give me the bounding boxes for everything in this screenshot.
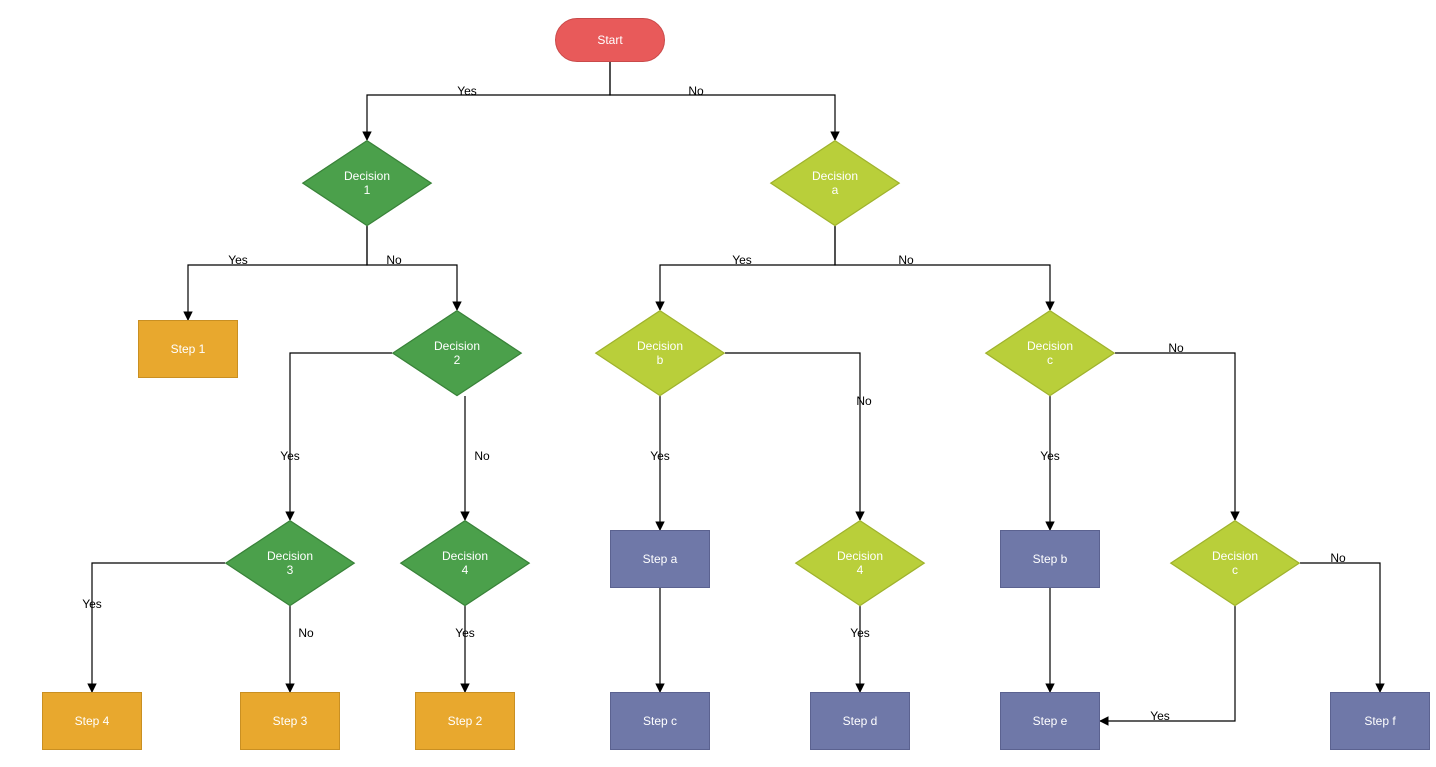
node-d4g: Decision 4 (400, 520, 530, 606)
node-d1: Decision 1 (302, 140, 432, 226)
edge-da-db (660, 226, 835, 310)
edge-label: No (856, 394, 871, 408)
node-db: Decision b (595, 310, 725, 396)
edge-start-da (610, 62, 835, 140)
edge-label: No (474, 449, 489, 463)
node-s1: Step 1 (138, 320, 238, 378)
flowchart-canvas: Start Decision 1 Decision a Step 1 Decision … (0, 0, 1436, 767)
node-label: Step d (839, 714, 882, 728)
edge-label: Yes (82, 597, 102, 611)
edge-label: No (1330, 551, 1345, 565)
node-start: Start (555, 18, 665, 62)
node-label: Step 4 (71, 714, 114, 728)
edge-label: Yes (650, 449, 670, 463)
node-s2: Step 2 (415, 692, 515, 750)
node-label: Step c (639, 714, 681, 728)
edge-label: Yes (1150, 709, 1170, 723)
edge-label: No (1168, 341, 1183, 355)
node-sa: Step a (610, 530, 710, 588)
node-label: Decision b (633, 339, 687, 368)
node-sc: Step c (610, 692, 710, 750)
node-label: Step 2 (444, 714, 487, 728)
edge-label: No (298, 626, 313, 640)
node-sf: Step f (1330, 692, 1430, 750)
edge-label: Yes (457, 84, 477, 98)
node-d4l: Decision 4 (795, 520, 925, 606)
edge-da-dc (835, 226, 1050, 310)
edge-label: Yes (455, 626, 475, 640)
edge-label: No (898, 253, 913, 267)
edge-start-d1 (367, 62, 610, 140)
node-d2: Decision 2 (392, 310, 522, 396)
edge-dc2-sf (1300, 563, 1380, 692)
edge-db-d4l (725, 353, 860, 520)
edge-label: Yes (732, 253, 752, 267)
edge-label: No (688, 84, 703, 98)
node-label: Decision 4 (833, 549, 887, 578)
edge-d1-s1 (188, 226, 367, 320)
node-dc: Decision c (985, 310, 1115, 396)
edge-label: No (386, 253, 401, 267)
node-label: Decision 1 (340, 169, 394, 198)
node-da: Decision a (770, 140, 900, 226)
node-se: Step e (1000, 692, 1100, 750)
node-label: Decision 3 (263, 549, 317, 578)
node-label: Step 3 (269, 714, 312, 728)
node-s3: Step 3 (240, 692, 340, 750)
edge-d1-d2 (367, 226, 457, 310)
edge-d2-d3 (290, 353, 392, 520)
node-sd: Step d (810, 692, 910, 750)
node-label: Decision c (1208, 549, 1262, 578)
node-label: Start (593, 33, 626, 47)
edge-label: Yes (850, 626, 870, 640)
edge-label: Yes (280, 449, 300, 463)
edge-dc2-se (1100, 606, 1235, 721)
node-label: Decision a (808, 169, 862, 198)
node-label: Step f (1360, 714, 1399, 728)
edge-label: Yes (228, 253, 248, 267)
edge-dc-dc2 (1115, 353, 1235, 520)
node-d3: Decision 3 (225, 520, 355, 606)
node-sb: Step b (1000, 530, 1100, 588)
node-label: Step b (1029, 552, 1072, 566)
node-label: Decision c (1023, 339, 1077, 368)
edge-d3-s4 (92, 563, 225, 692)
node-label: Decision 4 (438, 549, 492, 578)
node-s4: Step 4 (42, 692, 142, 750)
node-label: Step 1 (167, 342, 210, 356)
node-label: Step e (1029, 714, 1072, 728)
node-label: Decision 2 (430, 339, 484, 368)
node-label: Step a (639, 552, 682, 566)
node-dc2: Decision c (1170, 520, 1300, 606)
edge-label: Yes (1040, 449, 1060, 463)
